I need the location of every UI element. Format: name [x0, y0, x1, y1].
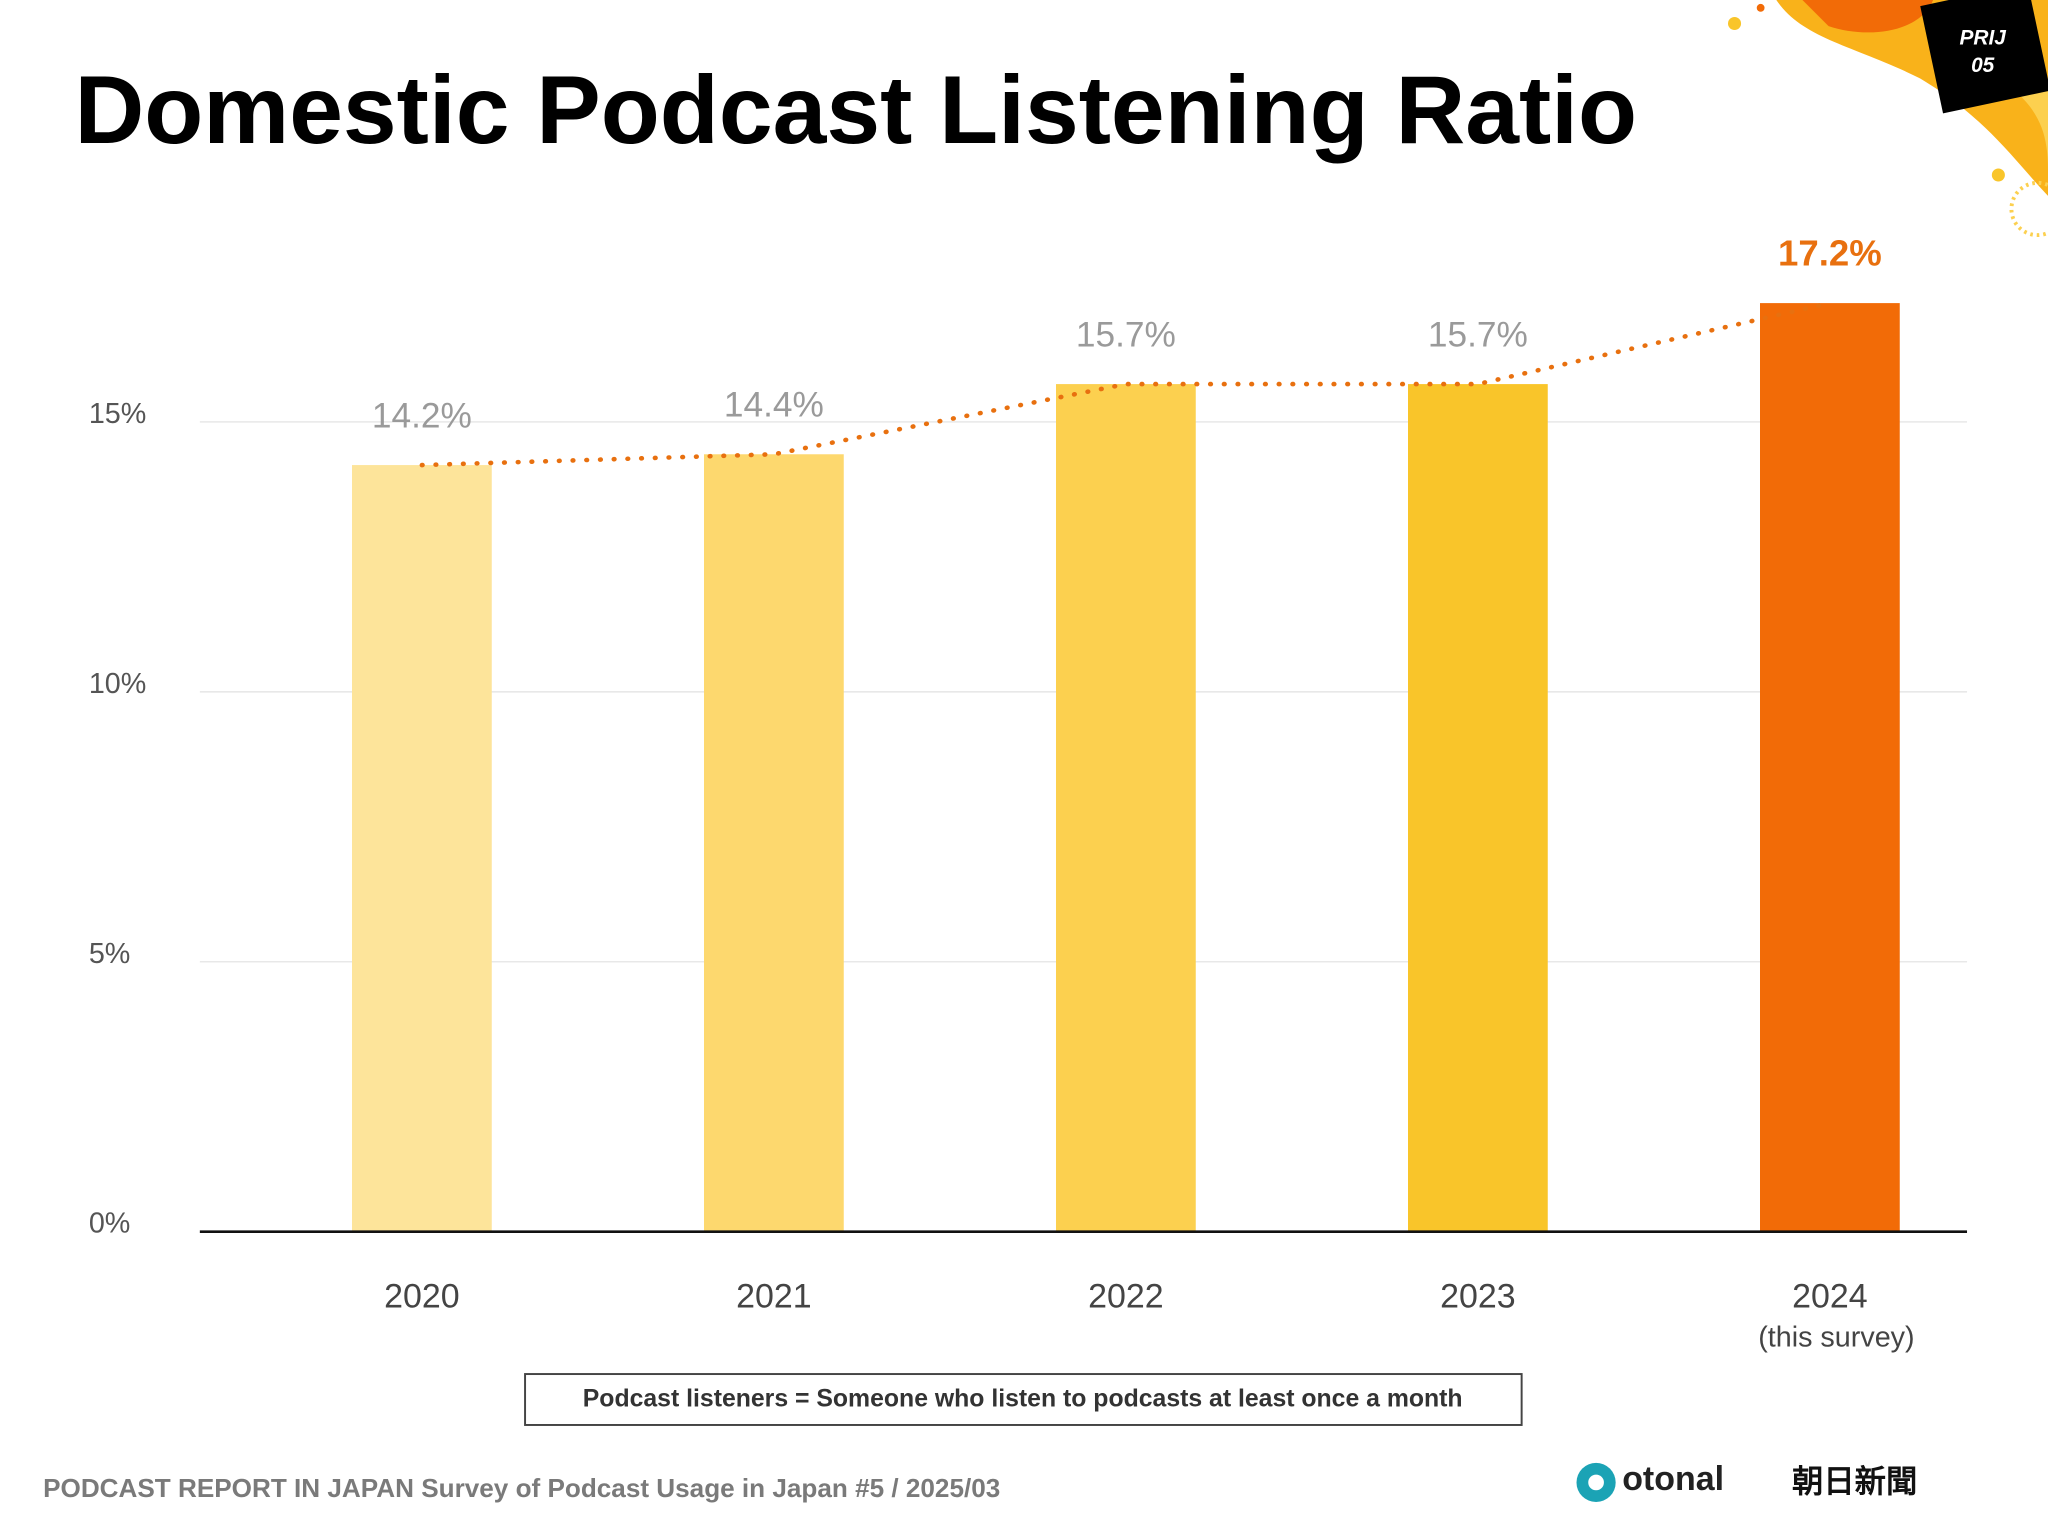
note-box — [524, 1373, 1523, 1426]
value-label: 15.7% — [1428, 315, 1528, 354]
trend-line — [419, 300, 1833, 468]
value-label: 17.2% — [1778, 233, 1882, 274]
x-tick-label: 2024 — [1792, 1277, 1868, 1315]
value-label: 14.2% — [372, 396, 472, 435]
logo: 朝日新聞 — [1792, 1464, 1917, 1499]
y-tick-label: 0% — [89, 1208, 131, 1240]
bar — [1760, 303, 1900, 1232]
logo: otonal — [1622, 1460, 1724, 1498]
value-label: 15.7% — [1076, 315, 1176, 354]
bar — [1056, 384, 1196, 1232]
bar — [352, 465, 492, 1232]
chart-title: Domestic Podcast Listening Ratio — [74, 57, 1637, 164]
x-tick-label: 2020 — [384, 1277, 460, 1315]
note: Podcast listeners = Someone who listen t… — [583, 1386, 1463, 1413]
x-tick-note: (this survey) — [1758, 1321, 1914, 1353]
y-tick-label: 10% — [89, 668, 146, 700]
x-tick-label: 2022 — [1088, 1277, 1164, 1315]
bar — [1408, 384, 1548, 1232]
badge-text: 05 — [1971, 54, 1995, 77]
decoration — [1728, 0, 2048, 238]
logo-icon — [1588, 1474, 1604, 1491]
badge-text: PRIJ — [1959, 27, 2006, 50]
x-tick-label: 2023 — [1440, 1277, 1516, 1315]
plot: 0% 5% 10% 15% 14.2% 2020 14.4% 2021 15.7% 2022 15.… — [89, 233, 1968, 1353]
value-label: 14.4% — [724, 386, 824, 425]
y-tick-label: 5% — [89, 938, 131, 970]
y-tick-label: 15% — [89, 398, 146, 430]
bar — [704, 454, 844, 1232]
source: PODCAST REPORT IN JAPAN Survey of Podcas… — [43, 1473, 1000, 1503]
x-tick-label: 2021 — [736, 1277, 812, 1315]
